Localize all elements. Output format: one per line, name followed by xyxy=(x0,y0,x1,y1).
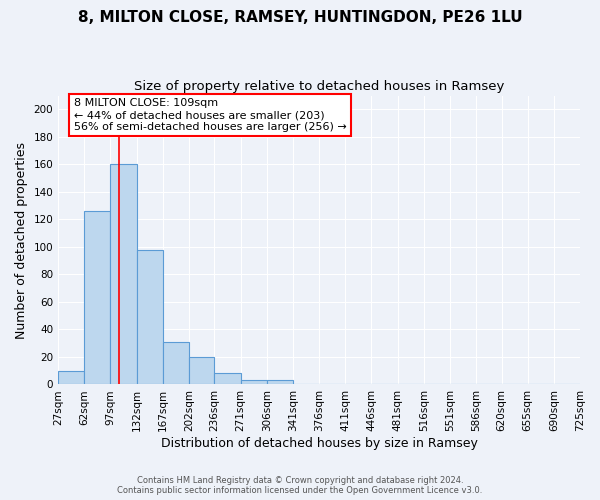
Bar xyxy=(267,380,293,384)
Bar xyxy=(163,342,189,384)
Text: 8 MILTON CLOSE: 109sqm
← 44% of detached houses are smaller (203)
56% of semi-de: 8 MILTON CLOSE: 109sqm ← 44% of detached… xyxy=(74,98,347,132)
Bar xyxy=(189,357,214,384)
Bar xyxy=(241,380,267,384)
Title: Size of property relative to detached houses in Ramsey: Size of property relative to detached ho… xyxy=(134,80,504,93)
Bar xyxy=(85,211,110,384)
Bar xyxy=(110,164,137,384)
Text: Contains HM Land Registry data © Crown copyright and database right 2024.
Contai: Contains HM Land Registry data © Crown c… xyxy=(118,476,482,495)
Y-axis label: Number of detached properties: Number of detached properties xyxy=(15,142,28,338)
Bar xyxy=(58,370,85,384)
Text: 8, MILTON CLOSE, RAMSEY, HUNTINGDON, PE26 1LU: 8, MILTON CLOSE, RAMSEY, HUNTINGDON, PE2… xyxy=(77,10,523,25)
X-axis label: Distribution of detached houses by size in Ramsey: Distribution of detached houses by size … xyxy=(161,437,478,450)
Bar xyxy=(137,250,163,384)
Bar xyxy=(214,374,241,384)
